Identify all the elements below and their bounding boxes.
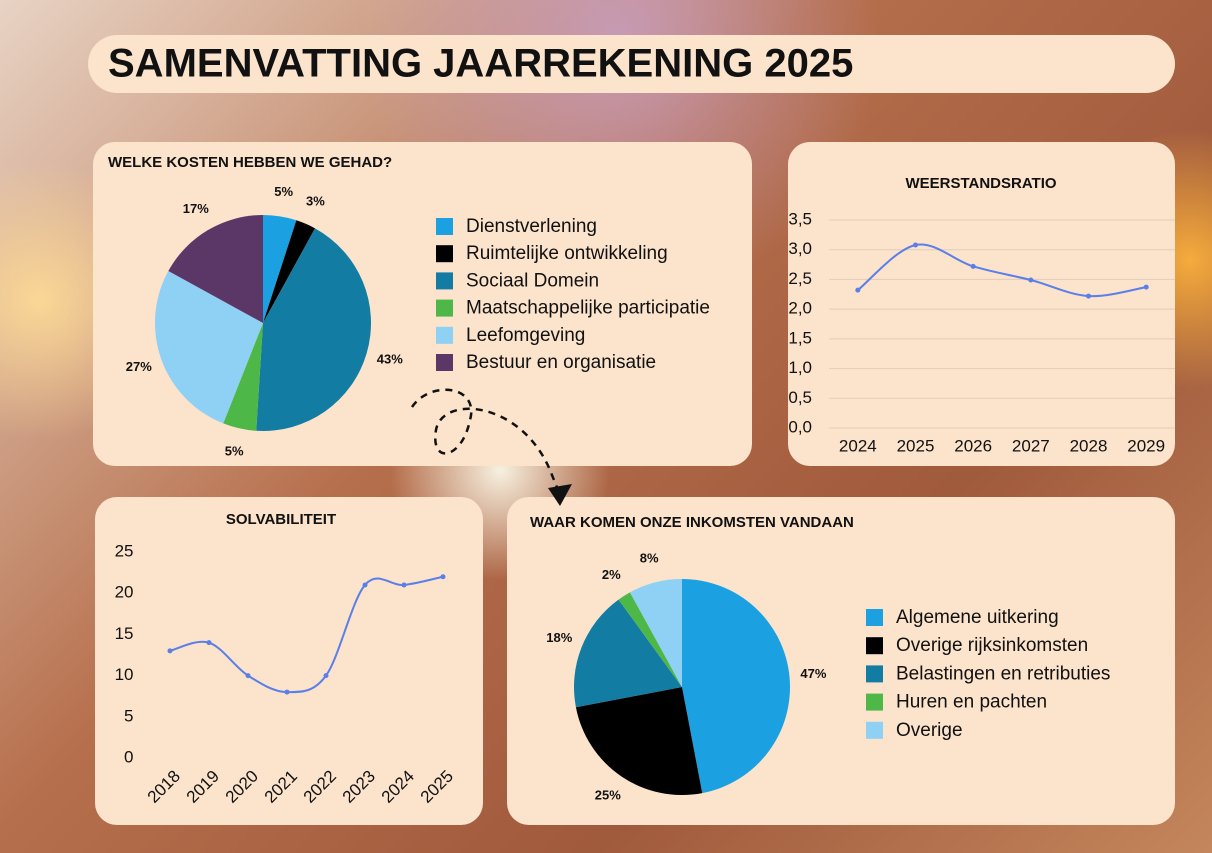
line-point: [1143, 284, 1149, 290]
x-tick-label: 2027: [1012, 436, 1050, 455]
pie-slice: [682, 579, 791, 794]
legend-swatch: [436, 299, 453, 317]
legend-label: Sociaal Domein: [466, 270, 599, 291]
pie-slice: [263, 215, 297, 323]
legend-label: Bestuur en organisatie: [466, 352, 656, 373]
data-label: 3%: [306, 193, 325, 208]
page-title: SAMENVATTING JAARREKENING 2025: [108, 42, 853, 86]
data-label: 5%: [274, 184, 293, 199]
legend-swatch: [866, 693, 883, 711]
decorative-arrow: [410, 388, 560, 491]
y-tick-label: 10: [115, 665, 134, 684]
y-tick-label: 0: [124, 747, 133, 766]
data-label: 17%: [183, 201, 209, 216]
legend-label: Algemene uitkering: [896, 607, 1059, 628]
legend-label: Dienstverlening: [466, 216, 597, 237]
y-tick-label: 2,0: [788, 299, 812, 318]
data-label: 27%: [126, 359, 152, 374]
panel: [95, 497, 483, 825]
line-point: [245, 673, 251, 679]
data-label: 2%: [602, 567, 621, 582]
y-tick-label: 2,5: [788, 269, 812, 288]
legend-swatch: [436, 354, 453, 371]
y-tick-label: 3,5: [788, 209, 812, 228]
legend-label: Huren en pachten: [896, 692, 1047, 713]
y-tick-label: 1,0: [788, 358, 812, 377]
legend-swatch: [436, 218, 453, 235]
line-point: [970, 263, 976, 269]
legend-label: Ruimtelijke ontwikkeling: [466, 243, 668, 264]
line-point: [167, 648, 173, 654]
panel: [788, 142, 1175, 466]
pie-slice: [574, 599, 682, 708]
data-label: 25%: [595, 788, 621, 803]
y-tick-label: 1,5: [788, 328, 812, 347]
line-point: [284, 689, 290, 695]
line-point: [206, 640, 212, 646]
data-label: 18%: [546, 630, 572, 645]
x-tick-label: 2028: [1070, 436, 1108, 455]
pie-slice: [154, 270, 263, 424]
y-tick-label: 5: [124, 706, 133, 725]
line-point: [855, 287, 861, 293]
line-point: [1028, 277, 1034, 283]
line-point: [401, 582, 407, 588]
legend-swatch: [866, 665, 883, 683]
pie-slice: [256, 228, 372, 432]
y-tick-label: 0,0: [788, 417, 812, 436]
x-tick-label: 2024: [839, 436, 877, 455]
title-banner: [88, 35, 1175, 93]
chart-title: WEERSTANDSRATIO: [905, 175, 1056, 192]
line: [169, 575, 444, 694]
x-tick-label: 2025: [897, 436, 935, 455]
line-point: [1086, 293, 1091, 299]
y-tick-label: 15: [115, 624, 134, 643]
chart-title: WELKE KOSTEN HEBBEN WE GEHAD?: [108, 154, 392, 171]
arrow-head: [548, 484, 572, 506]
data-label: 43%: [377, 351, 403, 366]
data-label: 47%: [800, 666, 826, 681]
legend-swatch: [436, 245, 453, 263]
y-tick-label: 25: [115, 541, 134, 560]
legend-swatch: [866, 609, 883, 626]
pie-slice: [575, 687, 703, 796]
y-tick-label: 20: [115, 583, 134, 602]
x-tick-label: 2026: [954, 436, 992, 455]
pie-slice: [263, 220, 316, 323]
chart-title: WAAR KOMEN ONZE INKOMSTEN VANDAAN: [530, 514, 854, 531]
data-label: 5%: [225, 443, 244, 458]
legend-swatch: [866, 721, 883, 739]
chart-title: SOLVABILITEIT: [226, 511, 336, 528]
pie-slice: [629, 579, 682, 687]
y-tick-label: 3,0: [788, 239, 812, 258]
legend-swatch: [436, 326, 453, 344]
line-point: [323, 673, 329, 679]
pie-slice: [168, 215, 263, 323]
legend-swatch: [436, 272, 453, 290]
legend-label: Maatschappelijke participatie: [466, 298, 710, 319]
legend-label: Leefomgeving: [466, 325, 585, 346]
x-tick-label: 2029: [1127, 436, 1165, 455]
legend-label: Overige: [896, 720, 963, 741]
line-point: [913, 242, 918, 248]
pie-slice: [223, 323, 263, 431]
legend-swatch: [866, 637, 883, 655]
line-point: [440, 574, 446, 580]
legend-label: Overige rijksinkomsten: [896, 635, 1088, 656]
pie-slice: [618, 592, 682, 687]
data-label: 8%: [640, 551, 659, 566]
legend-label: Belastingen en retributies: [896, 663, 1110, 684]
line-point: [362, 582, 368, 588]
y-tick-label: 0,5: [788, 388, 812, 407]
line: [857, 243, 1147, 298]
